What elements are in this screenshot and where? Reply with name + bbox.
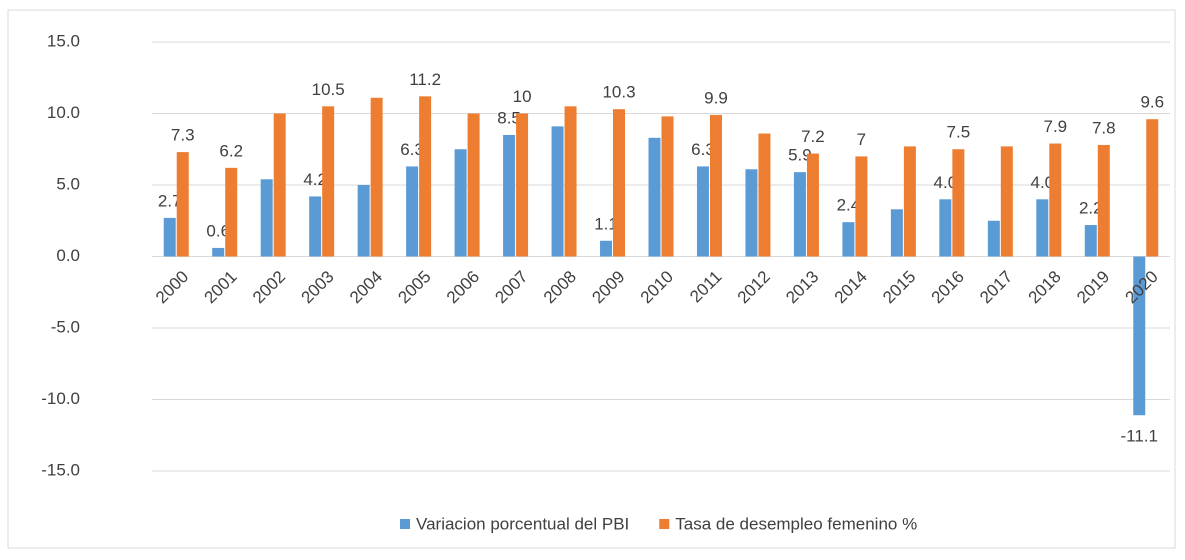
bar [419,96,432,257]
data-label: 0.6 [206,221,230,240]
legend-swatch [400,519,410,529]
bar [842,222,855,257]
data-label: 1.1 [594,214,618,233]
bar [600,240,613,257]
y-tick-label: 0.0 [56,246,80,265]
data-label: 8.5 [497,108,521,127]
data-label: 2.7 [158,191,182,210]
data-label: 10 [513,87,532,106]
bar [454,149,467,257]
data-label: 9.6 [1140,93,1164,112]
bar [952,149,965,257]
data-label: 2.4 [837,196,861,215]
data-label: 6.3 [691,140,715,159]
bar [503,134,516,257]
bar [370,97,383,257]
bar [357,185,370,257]
data-label: 7.2 [801,127,825,146]
data-label: 10.3 [602,83,635,102]
bar [1000,146,1013,257]
bar [793,172,806,257]
data-label: 7.5 [947,123,971,142]
bar [322,106,335,257]
data-label: 6.2 [219,141,243,160]
bar [225,167,238,257]
bar [745,169,758,257]
bar [806,153,819,257]
data-label: 6.3 [400,140,424,159]
bar [903,146,916,257]
data-label: 4.2 [303,170,327,189]
legend-label: Tasa de desempleo femenino % [675,514,917,533]
chart-frame [7,9,1176,549]
bar [987,220,1000,257]
bar [1146,119,1159,257]
y-tick-label: 15.0 [47,31,80,50]
bar [855,156,868,257]
bar [648,137,661,257]
y-tick-label: 10.0 [47,103,80,122]
data-label: 5.9 [788,146,812,165]
bar [564,106,577,257]
bar [661,116,674,257]
bar [613,109,626,257]
bar [1049,143,1062,257]
bar [406,166,419,257]
bar [1036,199,1049,257]
data-label: 2.2 [1079,199,1103,218]
legend-swatch [659,519,670,529]
bar [709,114,722,257]
y-tick-label: -10.0 [41,389,80,408]
bar [309,196,322,257]
bar [1133,256,1146,416]
legend-label: Variacion porcentual del PBI [416,514,629,533]
data-label: -11.1 [1121,427,1159,446]
data-label: 7.8 [1092,118,1116,137]
y-tick-label: 5.0 [56,174,80,193]
y-tick-label: -5.0 [51,317,80,336]
data-label: 7.9 [1043,117,1067,136]
data-label: 10.5 [312,80,345,99]
bar [467,113,480,257]
data-label: 9.9 [704,88,728,107]
bar [176,152,189,257]
data-label: 7.3 [171,126,195,145]
bar [260,179,273,257]
y-tick-label: -15.0 [41,460,80,479]
bar [516,113,529,257]
data-label: 7 [857,130,866,149]
bar [163,217,176,257]
data-label: 4.0 [1030,173,1054,192]
data-label: 11.2 [409,70,441,89]
bar [212,247,225,257]
bar [696,166,709,257]
bar [1084,225,1097,257]
bar [273,113,286,257]
bar [890,209,903,257]
bar [939,199,952,257]
bar [758,133,771,257]
bar [551,126,564,257]
bar [1097,144,1110,257]
data-label: 4.0 [934,173,958,192]
